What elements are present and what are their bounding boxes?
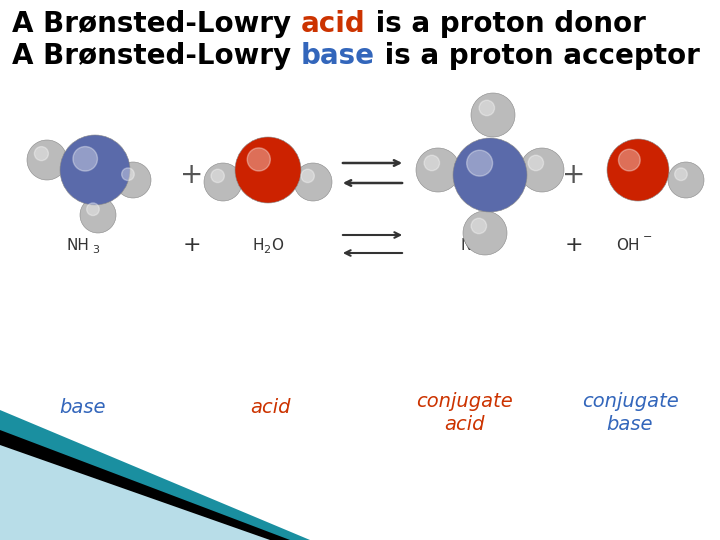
Circle shape	[204, 163, 242, 201]
Polygon shape	[0, 445, 270, 540]
Circle shape	[35, 146, 48, 160]
Circle shape	[73, 146, 97, 171]
Circle shape	[618, 149, 640, 171]
Circle shape	[471, 93, 515, 137]
Circle shape	[668, 162, 704, 198]
Circle shape	[86, 203, 99, 215]
Text: acid: acid	[250, 398, 290, 417]
Text: 2: 2	[264, 245, 271, 255]
Circle shape	[528, 156, 544, 171]
Circle shape	[424, 156, 439, 171]
Text: A Brønsted-Lowry: A Brønsted-Lowry	[12, 10, 301, 38]
Polygon shape	[0, 430, 290, 540]
Text: O: O	[271, 238, 283, 253]
Text: +: +	[180, 161, 204, 189]
Text: base: base	[301, 42, 374, 70]
Circle shape	[467, 150, 492, 176]
Text: 3: 3	[92, 245, 99, 255]
Text: +: +	[564, 235, 583, 255]
Text: is a proton donor: is a proton donor	[366, 10, 645, 38]
Circle shape	[80, 197, 116, 233]
Circle shape	[479, 100, 495, 116]
Circle shape	[122, 168, 134, 180]
Polygon shape	[0, 410, 310, 540]
Text: NH: NH	[66, 238, 89, 253]
Text: is a proton acceptor: is a proton acceptor	[374, 42, 700, 70]
Circle shape	[115, 162, 151, 198]
Text: A Brønsted-Lowry: A Brønsted-Lowry	[12, 42, 301, 70]
Circle shape	[463, 211, 507, 255]
Circle shape	[520, 148, 564, 192]
Text: +: +	[495, 232, 505, 242]
Text: +: +	[183, 235, 202, 255]
Text: base: base	[60, 398, 106, 417]
Circle shape	[301, 169, 315, 183]
Circle shape	[416, 148, 460, 192]
Text: acid: acid	[301, 10, 366, 38]
Circle shape	[27, 140, 67, 180]
Circle shape	[60, 135, 130, 205]
Text: −: −	[643, 232, 653, 242]
Text: 4: 4	[487, 245, 495, 255]
Circle shape	[235, 137, 301, 203]
Circle shape	[471, 218, 487, 234]
Circle shape	[294, 163, 332, 201]
Text: +: +	[562, 161, 585, 189]
Circle shape	[453, 138, 527, 212]
Circle shape	[675, 168, 688, 180]
Text: H: H	[252, 238, 264, 253]
Text: OH: OH	[616, 238, 640, 253]
Circle shape	[607, 139, 669, 201]
Text: conjugate
acid: conjugate acid	[416, 392, 513, 434]
Circle shape	[247, 148, 270, 171]
Text: NH: NH	[461, 238, 483, 253]
Text: conjugate
base: conjugate base	[582, 392, 678, 434]
Circle shape	[211, 169, 225, 183]
